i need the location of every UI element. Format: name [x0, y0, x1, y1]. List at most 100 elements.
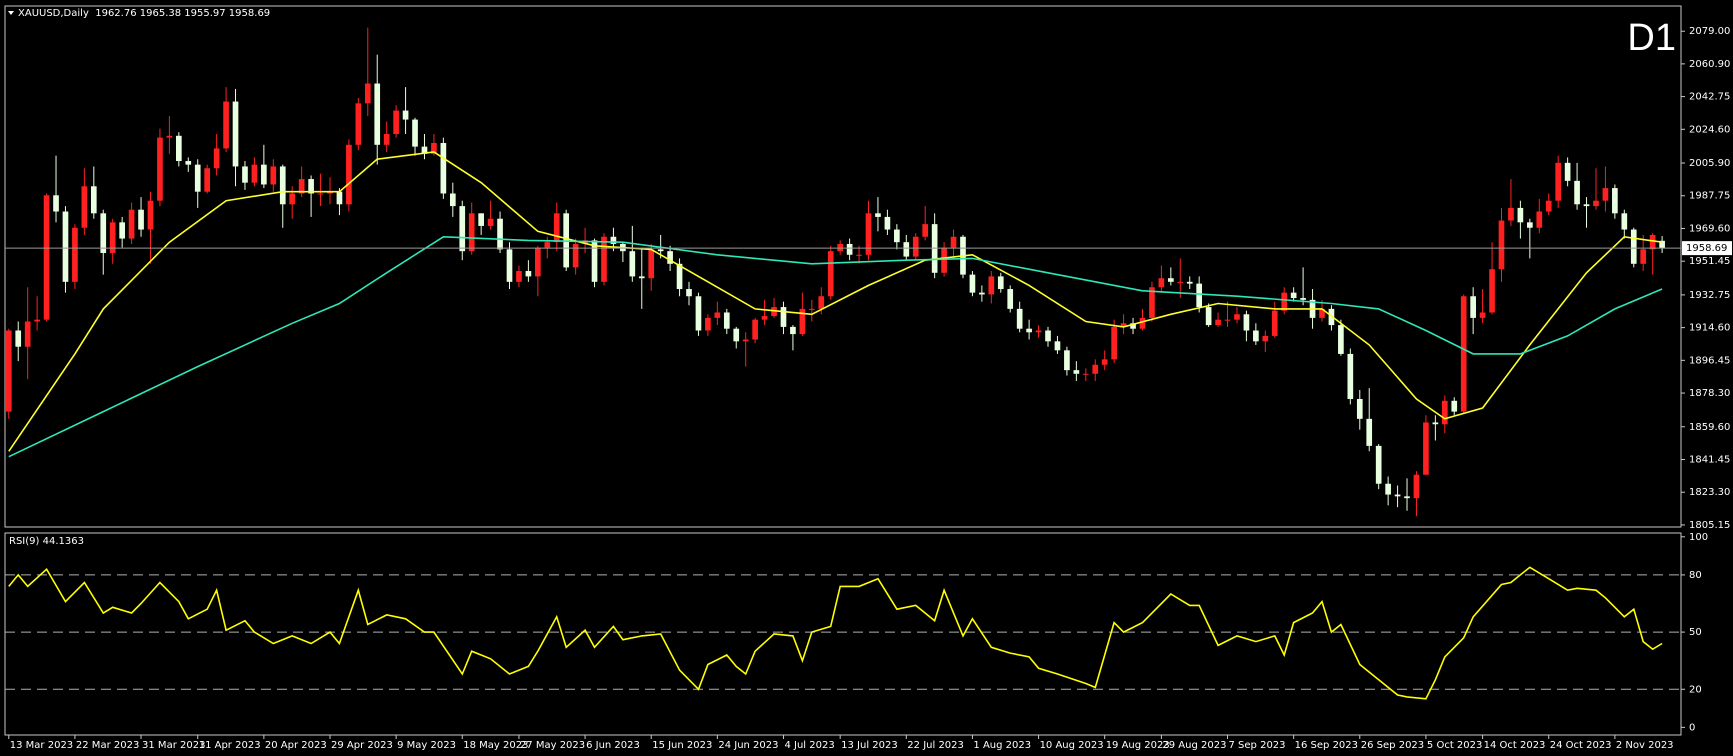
- x-tick-label: 2 Nov 2023: [1616, 740, 1674, 751]
- candle-body: [109, 222, 116, 253]
- candle-body: [166, 135, 173, 138]
- menu-arrow[interactable]: [8, 11, 14, 15]
- x-tick-label: 10 Aug 2023: [1040, 740, 1104, 751]
- candle-body: [1630, 229, 1637, 264]
- candle-body: [837, 243, 843, 252]
- x-tick-label: 24 Oct 2023: [1550, 740, 1612, 751]
- x-tick-label: 9 May 2023: [397, 740, 456, 751]
- candle-body: [865, 213, 872, 255]
- candle-body: [1649, 234, 1656, 250]
- candle-body: [1092, 364, 1099, 374]
- candle-body: [1593, 200, 1599, 207]
- candle-body: [846, 243, 853, 255]
- candle-body: [1101, 359, 1108, 365]
- candle-body: [1451, 400, 1458, 412]
- y-tick-label: 1805.15: [1689, 520, 1730, 531]
- y-tick-label: 50: [1689, 627, 1702, 638]
- y-tick-label: 20: [1689, 684, 1702, 695]
- candle-body: [1659, 240, 1665, 249]
- rsi-panel: [4, 532, 1682, 736]
- candle-body: [780, 307, 787, 327]
- candle-body: [138, 209, 144, 230]
- candle-body: [1479, 312, 1486, 318]
- candle-body: [468, 213, 475, 252]
- candle-body: [752, 319, 758, 340]
- candle-body: [497, 218, 503, 250]
- candle-body: [1545, 200, 1552, 212]
- candle-body: [364, 83, 371, 104]
- last-price-box: [1682, 241, 1732, 256]
- candle-body: [875, 213, 881, 217]
- y-tick-label: 1841.45: [1689, 454, 1730, 465]
- candle-body: [1300, 298, 1306, 300]
- candle-body: [204, 168, 211, 192]
- candle-body: [1621, 213, 1628, 230]
- candle-body: [1290, 292, 1297, 299]
- candle-body: [648, 249, 655, 279]
- candle-body: [818, 296, 825, 309]
- candle-body: [298, 179, 305, 194]
- candle-body: [544, 242, 551, 248]
- candle-body: [1347, 353, 1354, 400]
- x-tick-label: 20 Apr 2023: [265, 740, 327, 751]
- y-tick-label: 1823.30: [1689, 487, 1730, 498]
- candle-body: [289, 193, 296, 205]
- x-tick-label: 19 Aug 2023: [1106, 740, 1170, 751]
- x-tick-label: 29 Apr 2023: [331, 740, 393, 751]
- candle-body: [1224, 319, 1231, 321]
- x-tick-label: 11 Apr 2023: [199, 740, 261, 751]
- candle-body: [553, 213, 560, 243]
- candle-body: [431, 143, 437, 154]
- candle-body: [1489, 269, 1495, 313]
- rsi-header: RSI(9) 44.1363: [9, 536, 84, 547]
- candle-body: [34, 319, 40, 322]
- timeframe-label: D1: [1627, 17, 1676, 59]
- candle-body: [1640, 249, 1647, 264]
- y-tick-label: 0: [1689, 722, 1695, 733]
- y-tick-label: 1859.60: [1689, 422, 1730, 433]
- y-tick-label: 1969.60: [1689, 223, 1730, 234]
- candle-body: [1243, 314, 1250, 331]
- candle-body: [1149, 287, 1155, 318]
- candle-body: [827, 251, 834, 297]
- candle-body: [1120, 323, 1127, 327]
- y-tick-label: 100: [1689, 532, 1708, 543]
- candle-body: [251, 164, 258, 183]
- candle-body: [1111, 326, 1117, 360]
- candle-body: [15, 330, 22, 347]
- candle-body: [421, 146, 428, 154]
- price-plot: [5, 27, 1681, 517]
- x-tick-label: 31 Mar 2023: [142, 740, 205, 751]
- y-tick-label: 2079.00: [1689, 26, 1730, 37]
- rsi-plot: [5, 566, 1681, 700]
- candle-body: [714, 312, 721, 318]
- y-tick-label: 1987.75: [1689, 191, 1730, 202]
- candle-body: [903, 242, 910, 257]
- candle-body: [62, 211, 69, 282]
- x-tick-label: 13 Jul 2023: [841, 740, 898, 751]
- candle-body: [723, 312, 730, 329]
- candle-body: [1612, 188, 1618, 214]
- candle-body: [1583, 204, 1590, 207]
- candle-body: [1527, 222, 1533, 228]
- candle-body: [1385, 483, 1391, 495]
- candle-body: [799, 308, 806, 335]
- x-tick-label: 22 Mar 2023: [76, 740, 139, 751]
- candle-body: [572, 243, 579, 268]
- x-tick-label: 7 Sep 2023: [1229, 740, 1286, 751]
- candle-body: [894, 229, 900, 243]
- candle-body: [279, 166, 286, 205]
- candle-body: [157, 137, 163, 201]
- candle-body: [81, 186, 88, 228]
- candle-body: [601, 236, 607, 282]
- symbol-header: XAUUSD,Daily 1962.76 1965.38 1955.97 195…: [18, 8, 270, 19]
- candle-body: [1498, 220, 1505, 270]
- y-tick-label: 2042.75: [1689, 92, 1730, 103]
- candle-body: [478, 213, 484, 226]
- candle-body: [667, 251, 673, 264]
- x-tick-label: 15 Jun 2023: [652, 740, 712, 751]
- y-tick-label: 1878.30: [1689, 388, 1730, 399]
- x-tick-label: 6 Jun 2023: [586, 740, 640, 751]
- candle-body: [638, 276, 645, 279]
- candle-body: [119, 222, 125, 239]
